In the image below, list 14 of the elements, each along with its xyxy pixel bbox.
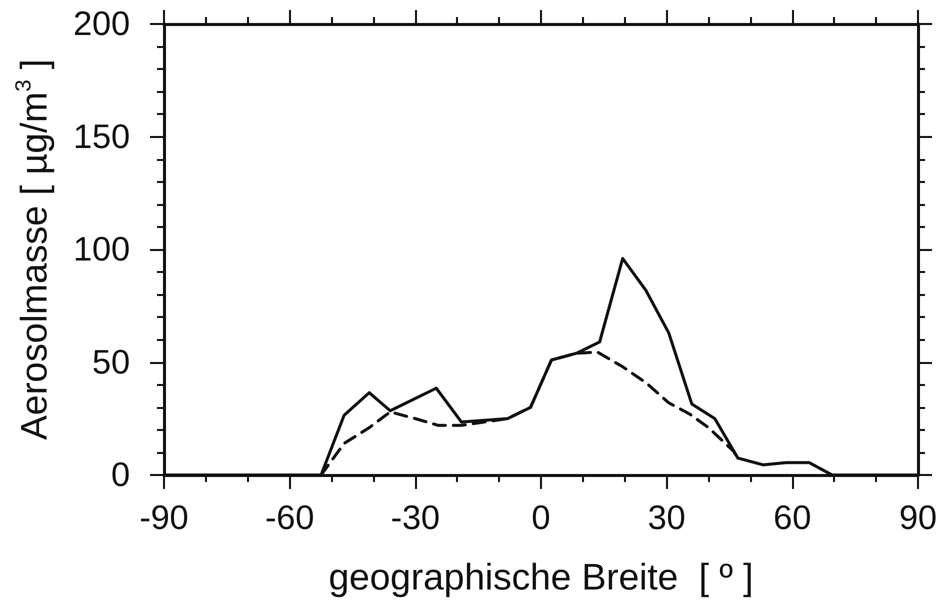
x-axis-title: geographische Breite [ º ] (328, 556, 754, 598)
x-tick-label: -30 (390, 499, 440, 537)
y-tick-label: 50 (92, 343, 130, 382)
x-tick-label: 0 (532, 499, 550, 537)
x-tick-label: 90 (899, 499, 937, 537)
x-tick-label: 30 (648, 499, 686, 537)
y-tick-label: 150 (73, 118, 130, 156)
y-axis-title: Aerosolmasse [ µg/m3 ] (10, 58, 54, 440)
y-tick-label: 0 (111, 456, 130, 494)
x-tick-label: -60 (265, 499, 314, 537)
x-tick-label: 60 (773, 499, 812, 537)
y-tick-label: 100 (73, 230, 130, 268)
y-tick-label: 200 (73, 5, 130, 43)
x-tick-label: -90 (139, 499, 189, 537)
